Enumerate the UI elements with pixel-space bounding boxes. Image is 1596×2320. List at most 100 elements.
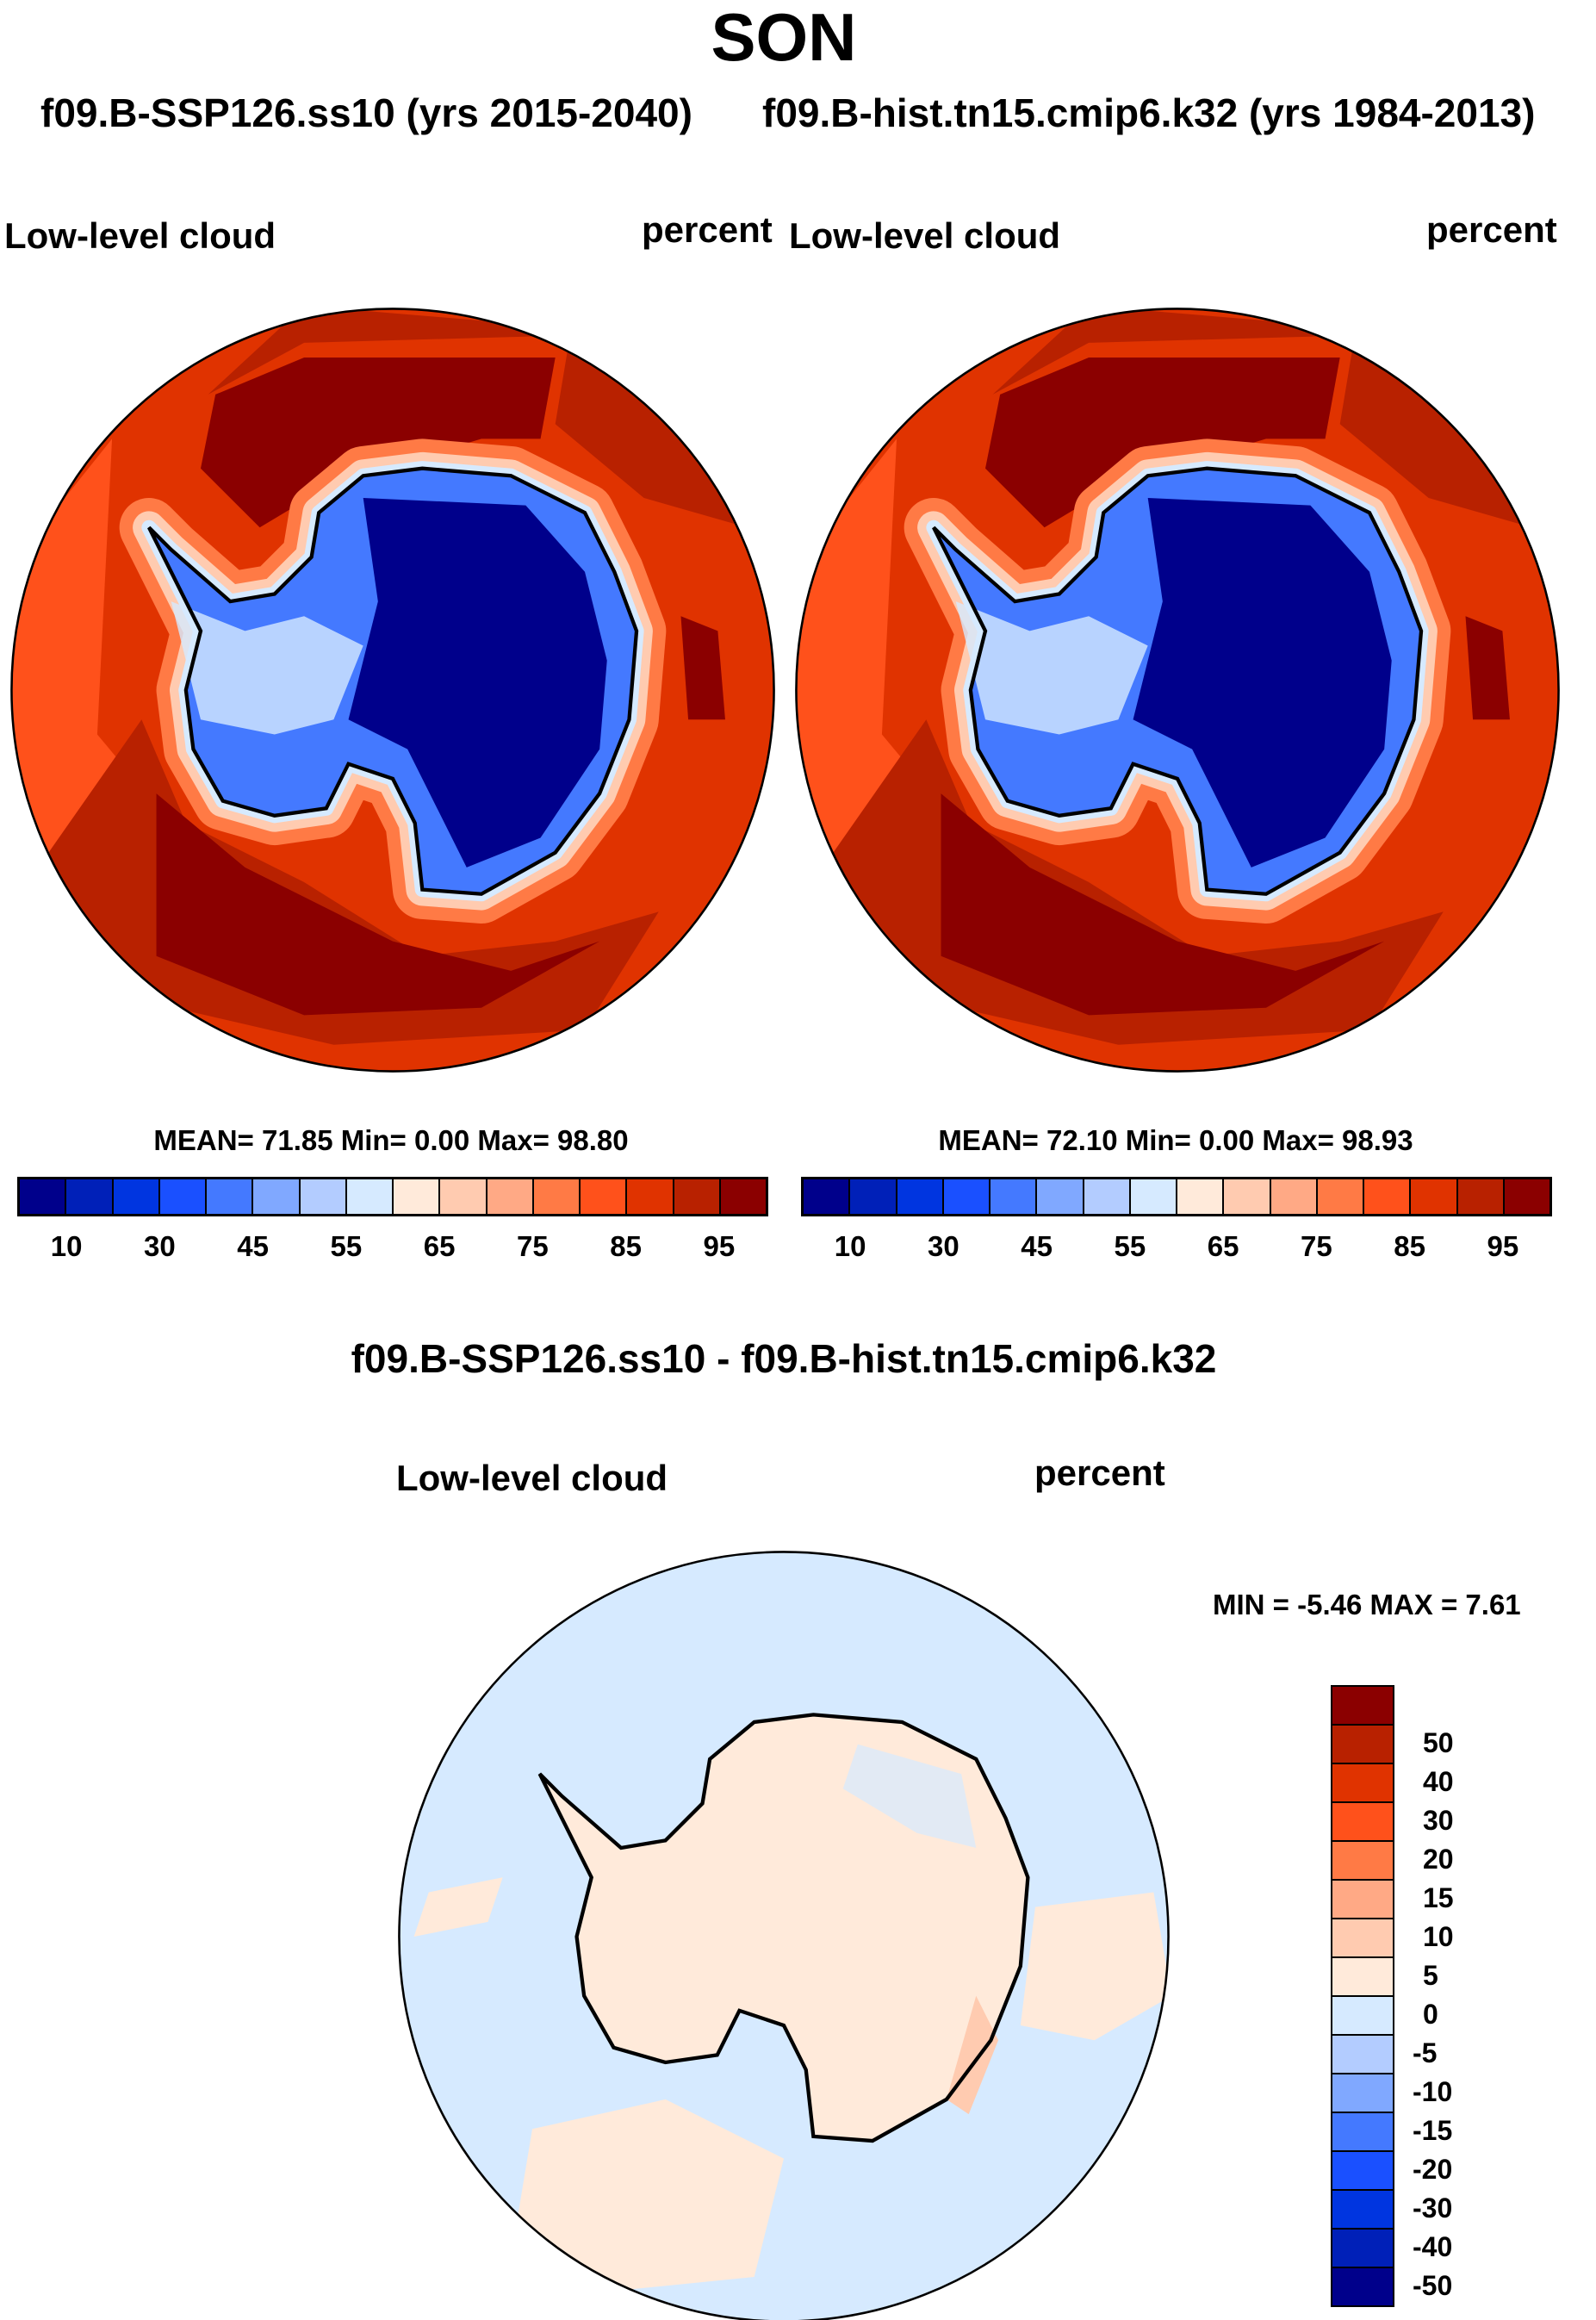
colorbar-tick-label: 75 <box>517 1230 549 1262</box>
panel1-variable: Low-level cloud <box>4 215 276 256</box>
colorbar-box <box>1332 2074 1393 2113</box>
panel2-map <box>795 308 1560 1073</box>
colorbar-tick-label: -15 <box>1413 2115 1453 2146</box>
panel3-stats: MIN = -5.46 MAX = 7.61 <box>1213 1589 1521 1620</box>
colorbar-box <box>1332 2230 1393 2268</box>
colorbar-tick-label: 65 <box>423 1230 456 1262</box>
colorbar-box <box>159 1179 207 1214</box>
colorbar-tick-label: 55 <box>1114 1230 1146 1262</box>
colorbar-box <box>1504 1179 1549 1214</box>
panel1-stats: MEAN= 71.85 Min= 0.00 Max= 98.80 <box>153 1124 629 1156</box>
colorbar-box <box>1177 1179 1225 1214</box>
colorbar-box <box>1457 1179 1505 1214</box>
colorbar-tick-label: 30 <box>1423 1805 1454 1836</box>
colorbar-box <box>1332 1764 1393 1803</box>
colorbar-tick-label: 50 <box>1423 1727 1454 1758</box>
colorbar-box <box>207 1179 254 1214</box>
colorbar-tick-label: -50 <box>1413 2270 1453 2301</box>
colorbar-box <box>394 1179 441 1214</box>
colorbar-box <box>1332 2036 1393 2074</box>
colorbar-tick-label: 30 <box>144 1230 176 1262</box>
subtitle-right: f09.B-hist.tn15.cmip6.k32 (yrs 1984-2013… <box>762 90 1536 135</box>
map-border <box>795 308 1560 1073</box>
colorbar-box <box>253 1179 301 1214</box>
field-contour <box>680 616 725 720</box>
colorbar-tick-label: 20 <box>1423 1844 1454 1875</box>
colorbar-box <box>20 1179 67 1214</box>
map-field <box>399 1552 1169 2320</box>
field-contour <box>941 793 1385 1016</box>
coastline <box>537 1713 1030 2143</box>
map-field <box>796 308 1559 1072</box>
colorbar-box <box>1332 2268 1393 2305</box>
field-contour <box>1465 616 1510 720</box>
panel1-map <box>10 308 775 1073</box>
colorbar-tick-label: 45 <box>1021 1230 1053 1262</box>
colorbar-box <box>1037 1179 1084 1214</box>
colorbar-box <box>720 1179 766 1214</box>
colorbar-tick-label: 45 <box>237 1230 269 1262</box>
colorbar-box <box>991 1179 1038 1214</box>
colorbar-box <box>627 1179 674 1214</box>
colorbar-box <box>1224 1179 1271 1214</box>
colorbar-box <box>1332 1687 1393 1726</box>
colorbar-tick-label: 95 <box>1487 1230 1519 1262</box>
colorbar-tick-label: 30 <box>928 1230 959 1262</box>
colorbar-tick-label: 5 <box>1423 1960 1438 1991</box>
positive-field <box>413 1877 503 1937</box>
colorbar-box <box>850 1179 897 1214</box>
colorbar-tick-label: 85 <box>610 1230 642 1262</box>
colorbar-box <box>1084 1179 1131 1214</box>
colorbar-tick-label: 10 <box>834 1230 866 1262</box>
colorbar-box <box>66 1179 114 1214</box>
subtitle-left: f09.B-SSP126.ss10 (yrs 2015-2040) <box>40 90 692 135</box>
colorbar-box <box>346 1179 394 1214</box>
colorbar-box <box>1332 2152 1393 2191</box>
panel1-colorbar <box>17 1177 768 1216</box>
colorbar-box <box>897 1179 944 1214</box>
colorbar-box <box>1411 1179 1458 1214</box>
colorbar-tick-label: 15 <box>1423 1882 1454 1913</box>
colorbar-tick-label: 55 <box>330 1230 363 1262</box>
field-contour <box>201 358 556 528</box>
colorbar-tick-label: -20 <box>1413 2154 1453 2185</box>
positive-field <box>517 2099 784 2292</box>
colorbar-box <box>300 1179 347 1214</box>
colorbar-box <box>1332 1726 1393 1764</box>
map-field <box>11 308 774 1072</box>
colorbar-tick-label: 95 <box>703 1230 736 1262</box>
colorbar-tick-label: -30 <box>1413 2192 1453 2224</box>
colorbar-tick-label: 10 <box>50 1230 83 1262</box>
colorbar-box <box>943 1179 991 1214</box>
map-border <box>10 308 775 1073</box>
colorbar-box <box>1332 1997 1393 2036</box>
colorbar-box <box>1317 1179 1364 1214</box>
figure-title: SON <box>711 0 857 75</box>
panel3-map <box>398 1551 1170 2320</box>
colorbar-box <box>581 1179 628 1214</box>
colorbar-box <box>1332 2113 1393 2152</box>
negative-field <box>842 1744 977 1848</box>
colorbar-box <box>113 1179 160 1214</box>
colorbar-box <box>440 1179 487 1214</box>
colorbar-box <box>1270 1179 1318 1214</box>
panel3-units: percent <box>1034 1452 1165 1493</box>
field-contour <box>156 793 600 1016</box>
positive-field <box>1020 1892 1169 2041</box>
field-contour <box>171 601 363 735</box>
coastline <box>932 466 1424 896</box>
colorbar-box <box>1332 2191 1393 2230</box>
colorbar-tick-label: -10 <box>1413 2076 1453 2107</box>
colorbar-box <box>1130 1179 1177 1214</box>
colorbar-box <box>1364 1179 1412 1214</box>
field-contour <box>348 498 607 868</box>
colorbar-tick-label: 10 <box>1423 1921 1454 1952</box>
map-border <box>398 1551 1170 2320</box>
diff-title: f09.B-SSP126.ss10 - f09.B-hist.tn15.cmip… <box>351 1336 1217 1381</box>
colorbar-box <box>1332 1803 1393 1842</box>
coastline <box>147 466 639 896</box>
colorbar-box <box>1332 1881 1393 1919</box>
colorbar-box <box>1332 1919 1393 1958</box>
panel3-colorbar <box>1331 1685 1394 2307</box>
